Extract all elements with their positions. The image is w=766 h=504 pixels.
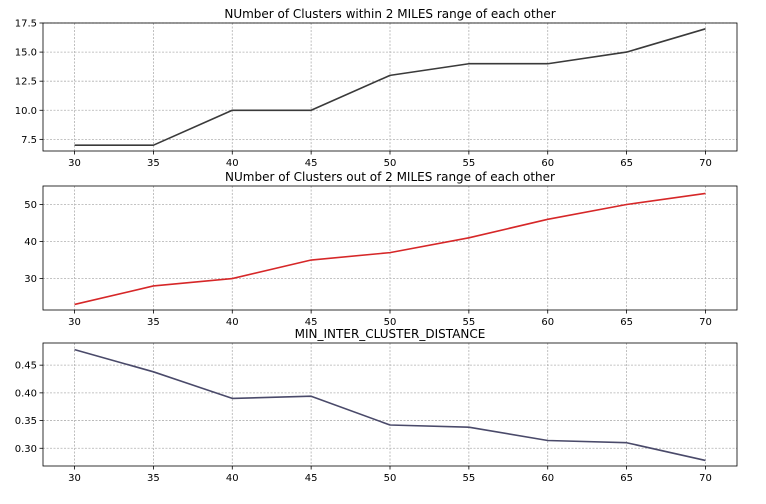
y-tick-label: 0.40 [15,388,37,399]
x-tick-label: 65 [620,158,633,169]
plot-frame [42,22,738,152]
y-tick-label: 7.5 [21,135,37,146]
series-line [74,192,706,306]
chart-title: NUmber of Clusters within 2 MILES range … [224,7,555,21]
y-tick-label: 0.35 [15,416,37,427]
x-tick-label: 65 [620,317,633,328]
x-tick-label: 50 [384,158,397,169]
y-tick-label: 50 [24,200,37,211]
y-tick-label: 30 [24,274,37,285]
plot-frame [42,342,738,467]
y-tick-label: 40 [24,237,37,248]
x-tick-label: 45 [305,317,318,328]
subplot-out-of-range: NUmber of Clusters out of 2 MILES range … [24,170,738,328]
x-tick-label: 70 [699,158,712,169]
x-tick-label: 60 [541,473,554,484]
x-tick-label: 50 [384,473,397,484]
x-tick-label: 30 [68,473,81,484]
x-tick-label: 30 [68,317,81,328]
subplot-min-inter-cluster-distance: MIN_INTER_CLUSTER_DISTANCE 30 35 40 45 50 55 6… [15,327,738,484]
x-tick-label: 35 [147,317,160,328]
x-tick-label: 55 [462,158,475,169]
plot-frame [42,185,738,311]
x-tick-label: 55 [462,317,475,328]
subplot-within-range: NUmber of Clusters within 2 MILES range … [15,7,738,169]
x-tick-label: 35 [147,473,160,484]
chart-title: NUmber of Clusters out of 2 MILES range … [225,170,555,184]
x-tick-label: 65 [620,473,633,484]
y-tick-label: 10.0 [15,106,37,117]
x-tick-label: 45 [305,473,318,484]
x-tick-label: 45 [305,158,318,169]
x-tick-label: 60 [541,158,554,169]
series-line [74,28,706,146]
x-tick-label: 70 [699,317,712,328]
y-tick-label: 17.5 [15,19,37,30]
x-tick-label: 40 [226,317,239,328]
y-tick-label: 0.45 [15,361,37,372]
x-tick-label: 55 [462,473,475,484]
chart-title: MIN_INTER_CLUSTER_DISTANCE [295,327,486,341]
series-line [74,348,706,462]
y-tick-label: 0.30 [15,444,37,455]
x-tick-label: 60 [541,317,554,328]
x-tick-label: 40 [226,158,239,169]
y-tick-label: 15.0 [15,48,37,59]
x-tick-label: 30 [68,158,81,169]
x-tick-label: 35 [147,158,160,169]
x-tick-label: 50 [384,317,397,328]
x-tick-label: 70 [699,473,712,484]
y-tick-label: 12.5 [15,77,37,88]
x-tick-label: 40 [226,473,239,484]
